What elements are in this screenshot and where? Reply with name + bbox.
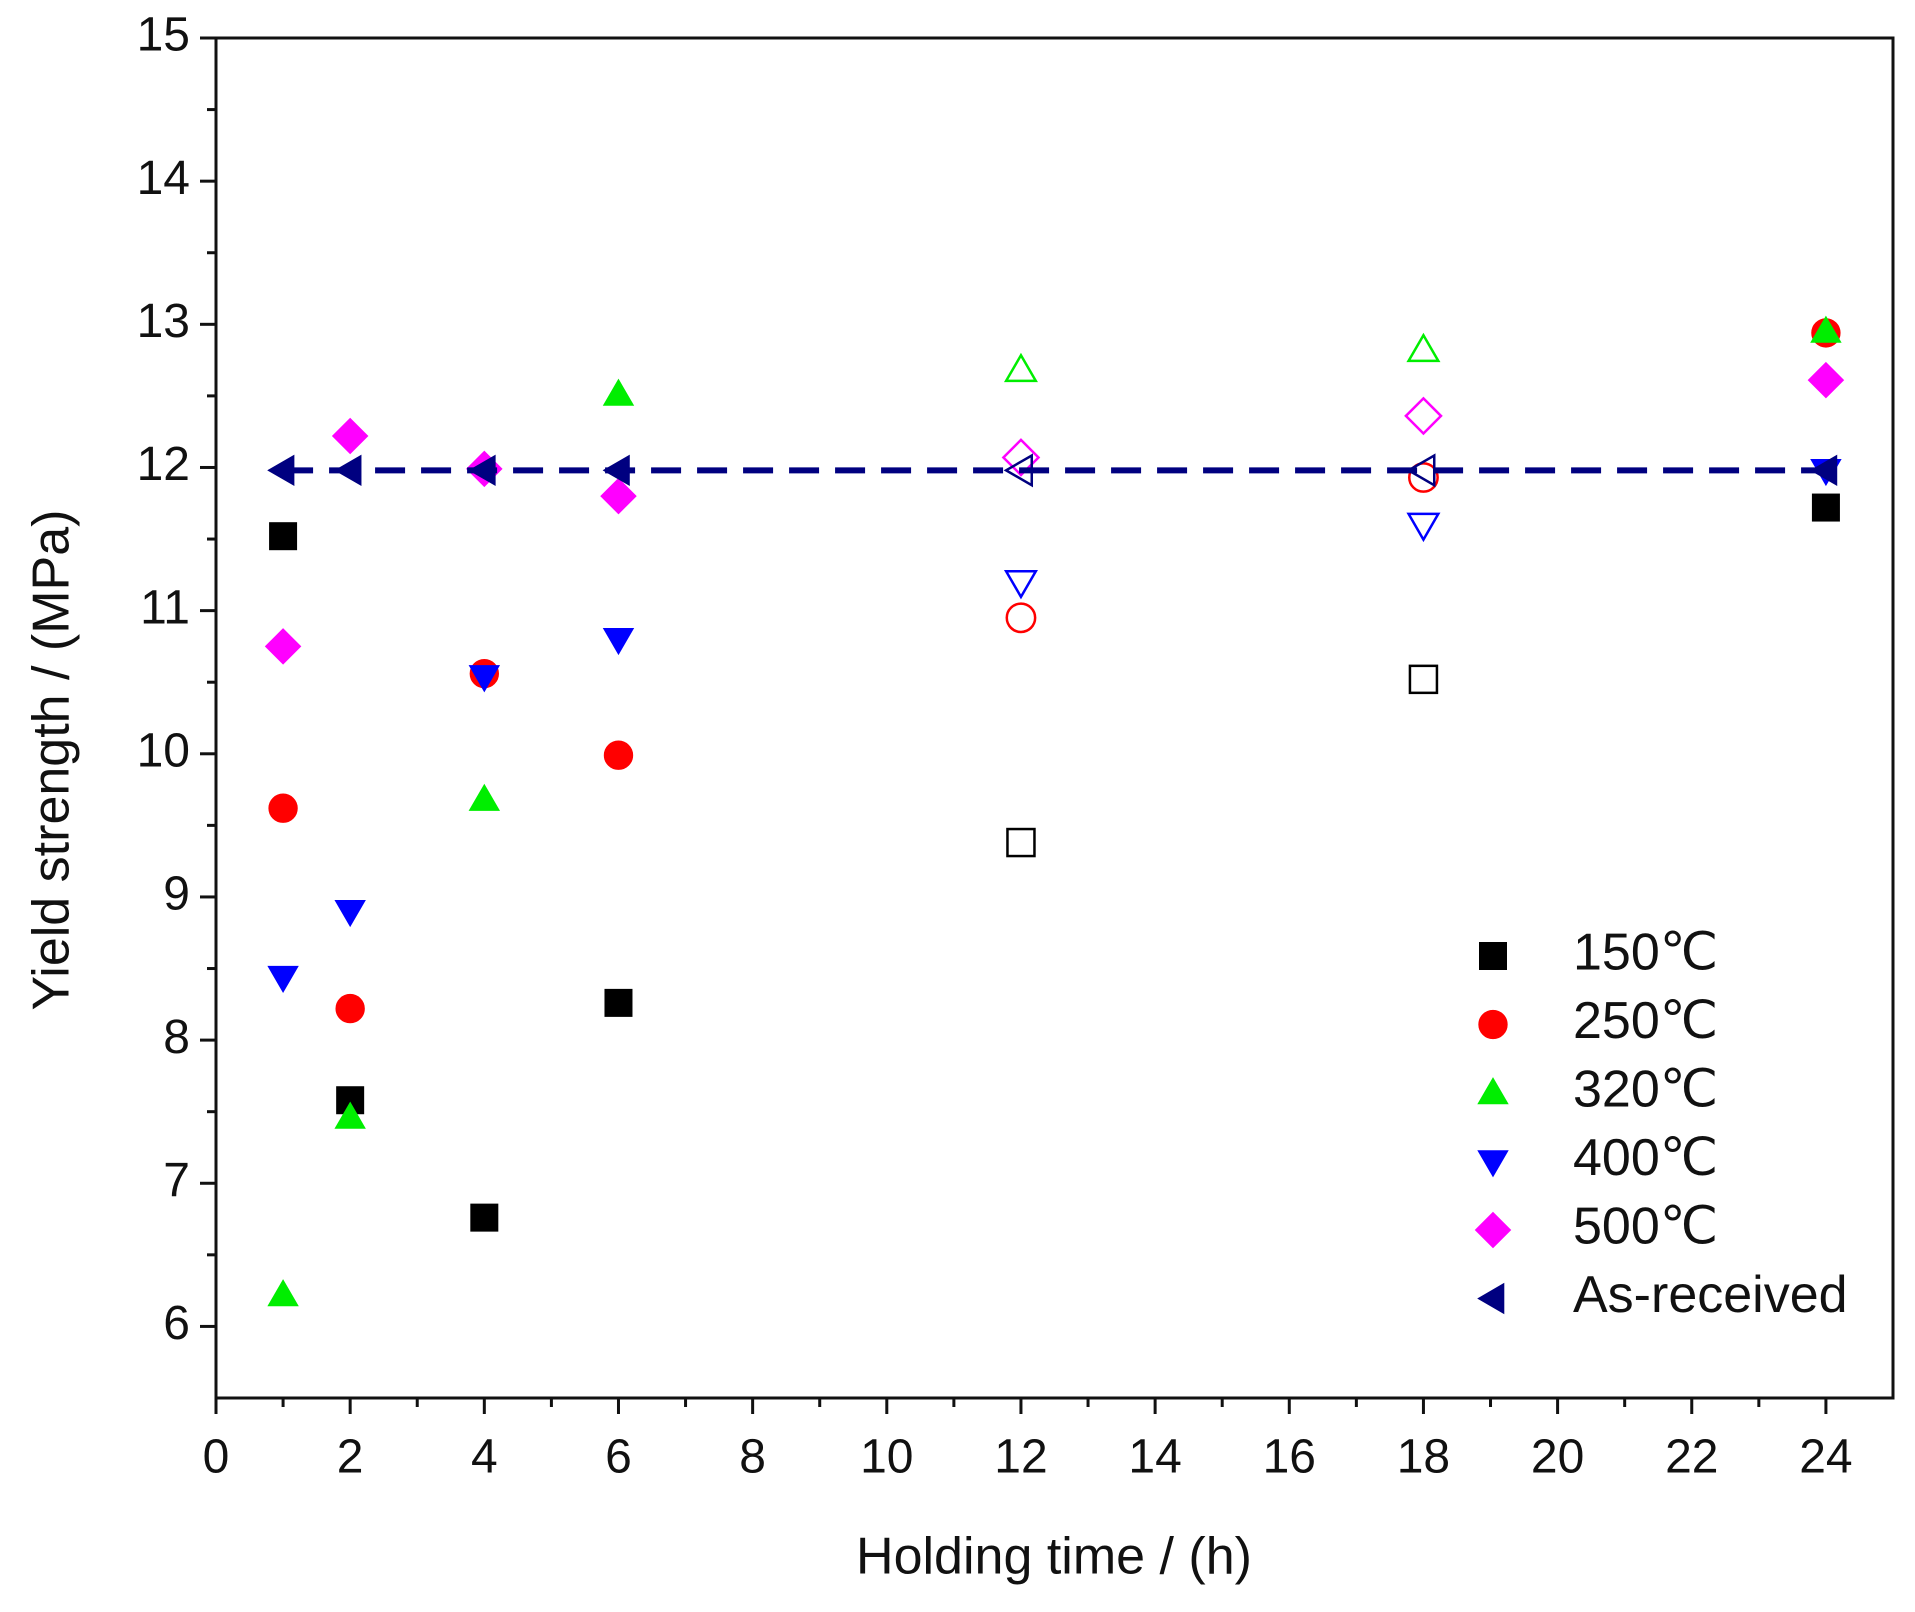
legend-marker — [1477, 1282, 1505, 1315]
legend-text: 320℃ — [1573, 1061, 1718, 1119]
legend-text: 500℃ — [1573, 1198, 1718, 1256]
y-tick-label: 13 — [137, 295, 190, 348]
x-tick-label: 0 — [203, 1431, 230, 1484]
legend-text: 400℃ — [1573, 1129, 1718, 1187]
marker — [468, 783, 501, 811]
marker — [269, 522, 298, 551]
marker — [334, 899, 366, 928]
legend-marker — [1474, 1211, 1512, 1249]
marker — [602, 627, 635, 656]
marker — [1807, 361, 1845, 399]
x-tick-label: 4 — [471, 1431, 498, 1484]
legend-marker — [1479, 942, 1507, 970]
marker — [1003, 352, 1038, 383]
plot-frame — [214, 36, 1895, 1400]
marker — [267, 454, 295, 487]
legend-text: 250℃ — [1573, 992, 1718, 1050]
marker — [604, 988, 633, 1017]
marker — [1811, 493, 1840, 522]
marker — [1406, 453, 1436, 488]
marker — [268, 793, 298, 823]
marker — [1408, 462, 1439, 493]
legend-marker — [1478, 1009, 1508, 1040]
marker — [602, 378, 635, 406]
marker — [264, 628, 302, 665]
marker — [334, 454, 362, 487]
marker — [1408, 664, 1439, 695]
marker — [331, 417, 369, 455]
marker — [470, 1203, 499, 1232]
x-tick-label: 24 — [1799, 1431, 1852, 1484]
x-tick-label: 14 — [1128, 1431, 1181, 1484]
x-tick-label: 6 — [605, 1431, 632, 1484]
y-tick-label: 12 — [137, 438, 190, 491]
x-tick-label: 18 — [1397, 1431, 1450, 1484]
y-tick-label: 6 — [163, 1297, 190, 1350]
x-tick-label: 20 — [1531, 1431, 1584, 1484]
legend-marker — [1477, 1077, 1509, 1105]
marker — [1003, 453, 1034, 488]
x-tick-label: 8 — [739, 1431, 766, 1484]
y-tick-label: 14 — [137, 152, 190, 205]
marker — [600, 477, 637, 515]
y-axis-title: Yield strength / (MPa) — [23, 510, 81, 1011]
y-tick-label: 7 — [163, 1154, 190, 1207]
y-tick-label: 10 — [137, 724, 190, 777]
x-tick-label: 10 — [860, 1431, 913, 1484]
x-tick-label: 16 — [1263, 1431, 1316, 1484]
marker — [602, 454, 630, 487]
y-tick-label: 11 — [140, 581, 190, 634]
marker — [267, 965, 299, 993]
marker — [1003, 569, 1038, 600]
y-tick-label: 8 — [163, 1011, 190, 1064]
x-tick-label: 12 — [994, 1431, 1047, 1484]
legend-text: As-received — [1573, 1266, 1848, 1324]
x-axis-title: Holding time / (h) — [856, 1528, 1252, 1586]
marker — [1404, 396, 1443, 436]
x-tick-label: 22 — [1665, 1431, 1718, 1484]
marker — [468, 454, 496, 487]
marker — [1001, 438, 1041, 477]
marker — [1810, 315, 1842, 343]
marker — [468, 665, 501, 693]
marker — [1005, 602, 1037, 634]
marker — [334, 1101, 366, 1129]
y-tick-label: 15 — [137, 9, 190, 62]
marker — [1810, 454, 1838, 487]
marker — [1406, 332, 1441, 363]
marker — [267, 1279, 299, 1307]
x-tick-label: 2 — [337, 1431, 364, 1484]
marker — [335, 993, 365, 1024]
marker — [603, 740, 634, 770]
marker — [1006, 827, 1036, 858]
y-tick-label: 9 — [163, 868, 190, 921]
legend-text: 150℃ — [1573, 924, 1718, 982]
legend-marker — [1477, 1150, 1509, 1178]
marker — [1406, 512, 1441, 543]
